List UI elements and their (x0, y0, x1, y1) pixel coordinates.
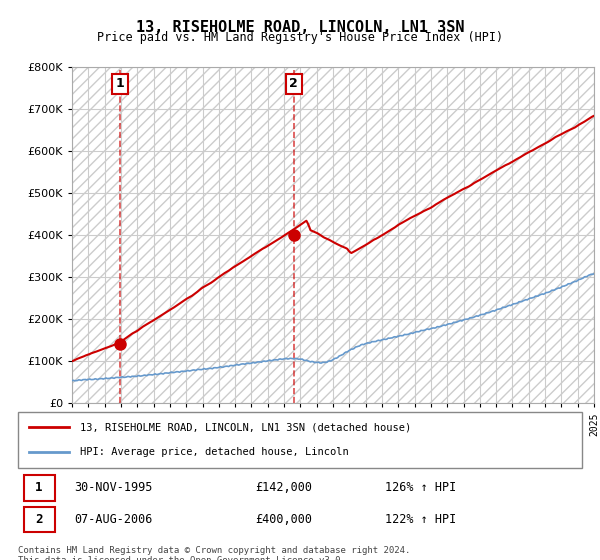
Text: 1: 1 (35, 482, 43, 494)
Text: HPI: Average price, detached house, Lincoln: HPI: Average price, detached house, Linc… (80, 447, 349, 457)
Text: 13, RISEHOLME ROAD, LINCOLN, LN1 3SN (detached house): 13, RISEHOLME ROAD, LINCOLN, LN1 3SN (de… (80, 422, 411, 432)
Text: 122% ↑ HPI: 122% ↑ HPI (385, 513, 456, 526)
Text: £400,000: £400,000 (255, 513, 312, 526)
Text: £142,000: £142,000 (255, 482, 312, 494)
Text: 126% ↑ HPI: 126% ↑ HPI (385, 482, 456, 494)
Text: 2: 2 (35, 513, 43, 526)
Text: Contains HM Land Registry data © Crown copyright and database right 2024.
This d: Contains HM Land Registry data © Crown c… (18, 546, 410, 560)
Text: 07-AUG-2006: 07-AUG-2006 (74, 513, 153, 526)
Text: Price paid vs. HM Land Registry's House Price Index (HPI): Price paid vs. HM Land Registry's House … (97, 31, 503, 44)
FancyBboxPatch shape (23, 475, 55, 501)
Text: 1: 1 (115, 77, 124, 90)
Text: 13, RISEHOLME ROAD, LINCOLN, LN1 3SN: 13, RISEHOLME ROAD, LINCOLN, LN1 3SN (136, 20, 464, 35)
FancyBboxPatch shape (23, 507, 55, 532)
Bar (72, 67, 594, 403)
Text: 30-NOV-1995: 30-NOV-1995 (74, 482, 153, 494)
FancyBboxPatch shape (18, 412, 582, 468)
Text: 2: 2 (289, 77, 298, 90)
